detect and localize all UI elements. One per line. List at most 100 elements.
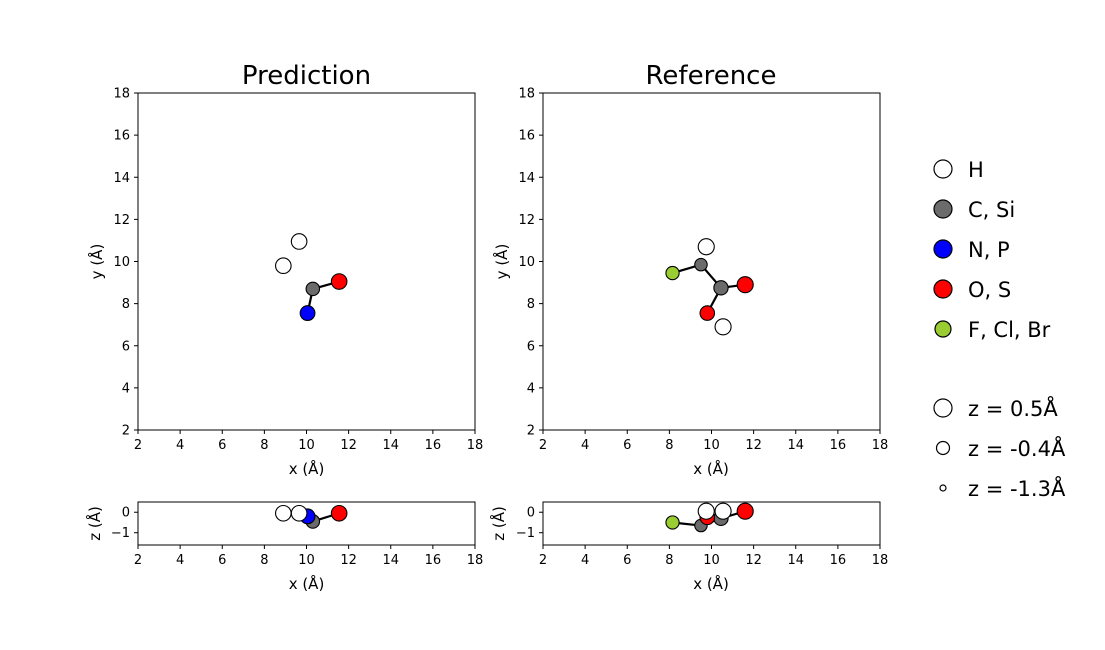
legend-marker-h (933, 159, 953, 179)
reference-xy-atom-o (699, 305, 716, 321)
prediction-xy-ytick-label: 8 (122, 297, 130, 312)
reference-xy-atom-o (736, 276, 754, 294)
prediction-xy-atom-o (330, 273, 348, 290)
reference-xy-xtick-label: 18 (872, 438, 889, 453)
reference-xy-atom-c (694, 257, 708, 272)
reference-xy-xtick-label: 4 (581, 438, 589, 453)
prediction-xy-atom-n (299, 305, 316, 322)
reference-xy-xtick-label: 8 (665, 438, 673, 453)
legend-size-medium (935, 440, 951, 456)
prediction-xz-xtick-label: 10 (298, 553, 315, 568)
reference-xy-ytick-label: 16 (518, 129, 535, 144)
legend-marker-n-p (933, 239, 953, 259)
prediction-xy-xtick-label: 14 (382, 438, 399, 453)
reference-xy-ytick-label: 2 (527, 424, 535, 439)
prediction-xy-ytick-label: 10 (113, 255, 130, 270)
legend-size-large (933, 398, 953, 418)
legend-marker-o-s (933, 279, 953, 299)
prediction-xy-xtick-label: 10 (298, 438, 315, 453)
reference-xz-xtick-label: 10 (703, 553, 720, 568)
prediction-side-xlabel: x (Å) (289, 574, 325, 593)
reference-xz-xtick-label: 14 (787, 553, 804, 568)
prediction-xy-ytick-label: 4 (122, 381, 130, 396)
prediction-xz-plot: 2 4 6 8 10 12 14 16 18 0 −1 (111, 501, 484, 568)
prediction-xz-atom-o (330, 504, 348, 522)
prediction-xy-xtick-label: 6 (218, 438, 226, 453)
reference-xy-axes-frame (542, 92, 881, 431)
legend-label-n-p: N, P (968, 238, 1010, 262)
prediction-xz-xtick-label: 2 (134, 553, 142, 568)
reference-xz-ztick-label: 0 (527, 506, 535, 521)
prediction-xy-xtick-label: 12 (340, 438, 357, 453)
prediction-xy-plot: 2 4 6 8 10 12 14 16 18 2 4 6 8 10 12 14 16 18 (113, 87, 483, 454)
prediction-title: Prediction (242, 61, 371, 91)
reference-xz-xtick-label: 12 (745, 553, 762, 568)
reference-xy-ytick-label: 12 (518, 213, 535, 228)
reference-xz-plot: 2 4 6 8 10 12 14 16 18 0 −1 (516, 501, 889, 568)
legend: H C, Si N, P O, S F, Cl, Br z = 0.5Å z =… (933, 158, 1066, 501)
prediction-xz-atom-h (290, 504, 308, 522)
prediction-xy-atom-c (305, 281, 321, 297)
reference-xz-atom-o (736, 502, 754, 520)
prediction-xy-ytick-label: 18 (113, 87, 130, 102)
reference-xz-xtick-label: 6 (623, 553, 631, 568)
legend-label-h: H (968, 158, 984, 182)
legend-size-label-large: z = 0.5Å (968, 395, 1058, 421)
prediction-xy-xtick-label: 2 (134, 438, 142, 453)
prediction-xz-xtick-label: 12 (340, 553, 357, 568)
reference-xz-xtick-label: 16 (830, 553, 847, 568)
legend-size-small (939, 484, 947, 492)
prediction-xlabel: x (Å) (289, 459, 325, 478)
prediction-ylabel: y (Å) (87, 244, 106, 280)
reference-xy-xtick-label: 12 (745, 438, 762, 453)
prediction-xz-xtick-label: 14 (382, 553, 399, 568)
reference-xy-ytick-label: 4 (527, 381, 535, 396)
prediction-xz-ztick-label: 0 (122, 506, 130, 521)
reference-xy-xtick-label: 2 (539, 438, 547, 453)
prediction-xz-ztick-label: −1 (111, 526, 130, 541)
prediction-xz-xtick-label: 6 (218, 553, 226, 568)
reference-xlabel: x (Å) (693, 459, 729, 478)
prediction-xy-atom-h (275, 257, 292, 275)
reference-side-xlabel: x (Å) (693, 574, 729, 593)
reference-xz-atom-h (714, 502, 732, 520)
prediction-xy-ytick-label: 12 (113, 213, 130, 228)
legend-marker-c-si (933, 199, 953, 219)
reference-xy-xtick-label: 10 (703, 438, 720, 453)
reference-panel: Reference 2 4 6 8 10 12 14 16 18 2 4 6 8 10 12 14 16 18 x… (489, 61, 888, 593)
reference-xy-xtick-label: 14 (787, 438, 804, 453)
reference-xy-atom-c (713, 280, 729, 296)
reference-xy-ytick-label: 14 (518, 171, 535, 186)
prediction-xy-xtick-label: 18 (467, 438, 484, 453)
reference-xz-ztick-label: −1 (516, 526, 535, 541)
reference-xy-ytick-label: 6 (527, 339, 535, 354)
prediction-side-ylabel: z (Å) (85, 506, 104, 541)
reference-xy-ytick-label: 10 (518, 255, 535, 270)
reference-xy-atom-h (697, 238, 715, 256)
reference-xy-plot: 2 4 6 8 10 12 14 16 18 2 4 6 8 10 12 14 16 18 (518, 87, 888, 454)
prediction-xy-atom-h (290, 233, 308, 250)
reference-title: Reference (646, 61, 777, 91)
prediction-xy-xtick-label: 8 (260, 438, 268, 453)
reference-xy-atom-f (665, 265, 680, 281)
prediction-xz-xtick-label: 8 (260, 553, 268, 568)
reference-xz-xtick-label: 8 (665, 553, 673, 568)
reference-xz-xtick-label: 18 (872, 553, 889, 568)
prediction-xz-xtick-label: 4 (176, 553, 184, 568)
prediction-panel: Prediction 2 4 6 8 10 12 14 16 1824681012141618 … (85, 61, 483, 593)
reference-xy-ytick-label: 8 (527, 297, 535, 312)
reference-ylabel: y (Å) (492, 244, 511, 280)
prediction-xy-xtick-label: 4 (176, 438, 184, 453)
reference-xz-xtick-label: 4 (581, 553, 589, 568)
reference-xz-atom-f (665, 515, 680, 530)
prediction-xy-ytick-label: 16 (113, 129, 130, 144)
legend-size-label-small: z = -1.3Å (968, 475, 1066, 501)
prediction-xz-xtick-label: 16 (425, 553, 442, 568)
reference-xy-ytick-label: 18 (518, 87, 535, 102)
reference-xz-xtick-label: 2 (539, 553, 547, 568)
reference-side-ylabel: z (Å) (489, 506, 508, 541)
prediction-xy-ytick-label: 6 (122, 339, 130, 354)
reference-xy-xtick-label: 6 (623, 438, 631, 453)
legend-marker-f-cl-br (934, 320, 952, 338)
prediction-xz-xtick-label: 18 (467, 553, 484, 568)
